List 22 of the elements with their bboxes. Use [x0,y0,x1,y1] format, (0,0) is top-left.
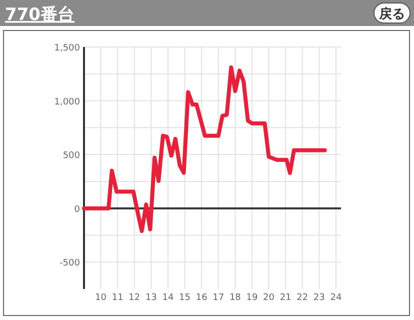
ytick: 1,000 [54,97,80,108]
ytick: -500 [60,258,80,269]
xtick: 16 [196,293,208,303]
xtick: 21 [280,293,292,303]
xtick: 18 [229,293,241,303]
xtick: 17 [212,293,224,303]
xtick: 12 [128,293,140,303]
xtick: 10 [95,293,107,303]
ytick: 0 [74,204,80,215]
xtick: 14 [162,293,174,303]
xtick: 11 [112,293,124,303]
ytick: 1,500 [54,44,80,54]
title: 770番台 [5,5,74,25]
xtick: 19 [246,293,258,303]
xtick: 13 [145,293,157,303]
button: 戻る [374,2,410,24]
xtick: 15 [179,293,190,303]
xtick: 23 [313,293,325,303]
xtick: 20 [263,293,274,303]
xtick: 24 [330,293,342,303]
ytick: 500 [62,151,80,162]
xtick: 22 [296,293,308,303]
